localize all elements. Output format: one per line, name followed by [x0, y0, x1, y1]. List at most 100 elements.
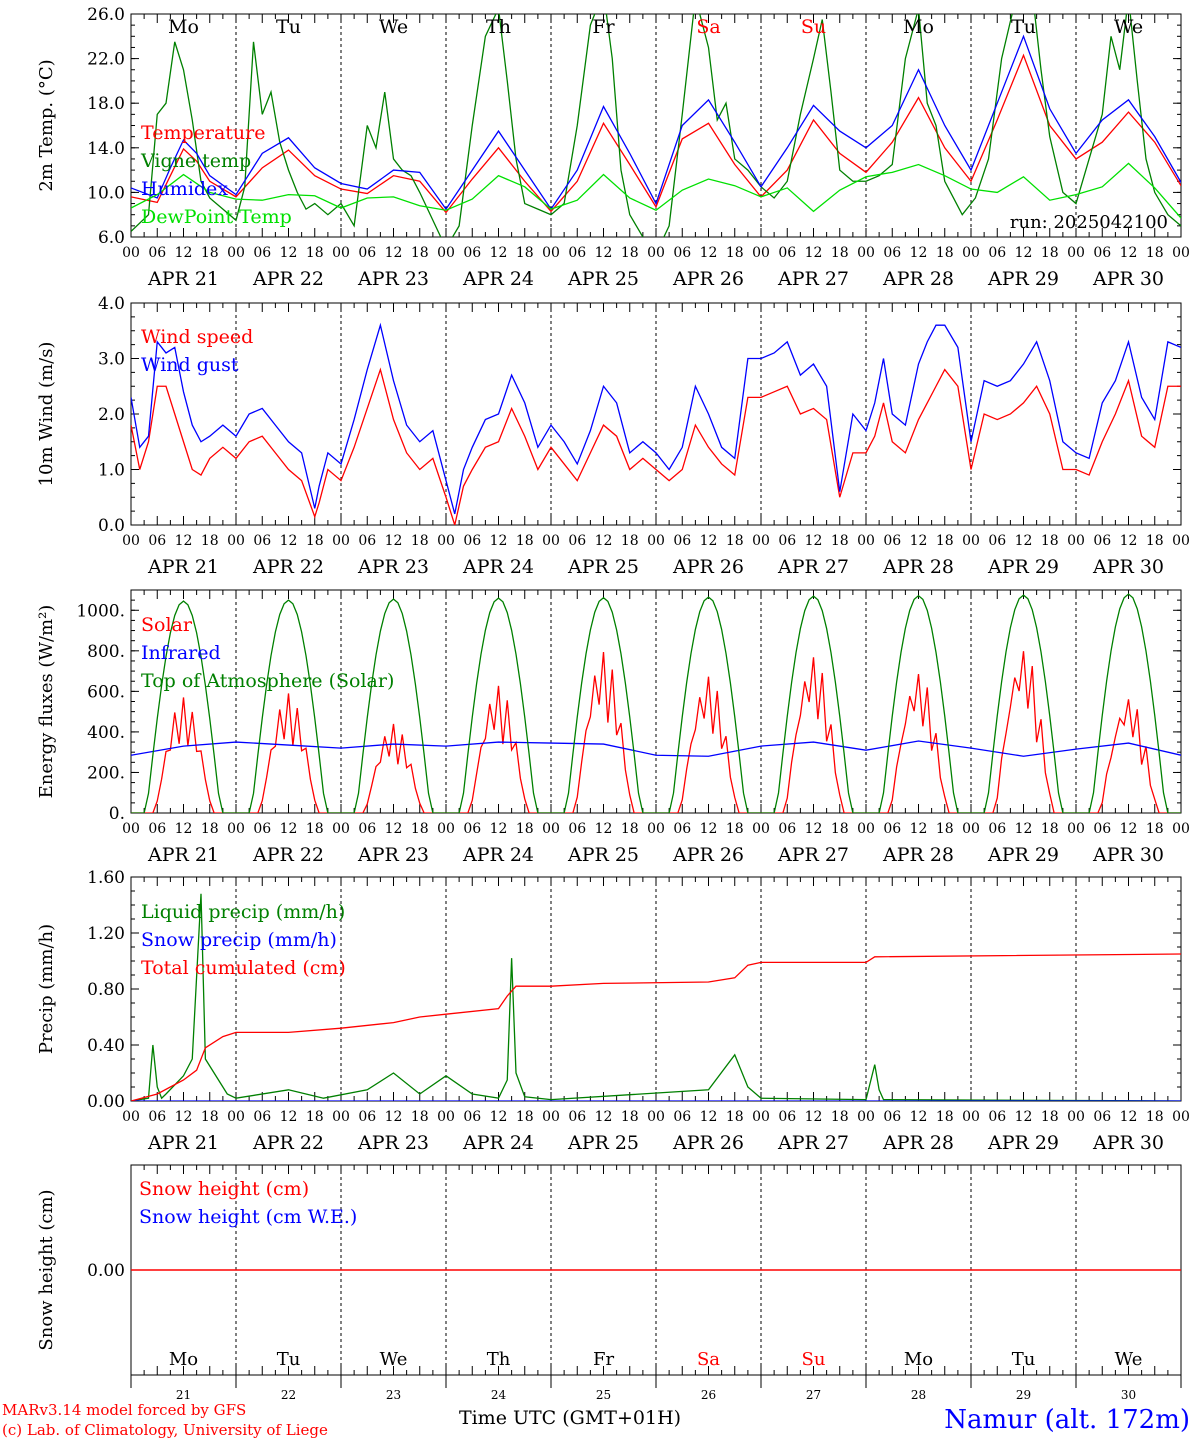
legend-entry: Vigne temp — [140, 150, 251, 172]
hour-tick-label: 18 — [831, 1109, 849, 1125]
hour-tick-label: 06 — [988, 533, 1006, 549]
date-label: APR 28 — [882, 268, 954, 290]
run-label: run: 2025042100 — [1010, 212, 1168, 233]
date-label: APR 25 — [567, 268, 639, 290]
date-label: APR 22 — [252, 268, 324, 290]
y-tick-label: 400. — [87, 723, 125, 743]
hour-tick-label: 06 — [463, 533, 481, 549]
series-line-vigne-temp — [131, 14, 1181, 237]
date-label: APR 23 — [357, 268, 429, 290]
hour-tick-label: 18 — [831, 245, 849, 261]
hour-tick-label: 12 — [490, 821, 508, 837]
legend-entry: Infrared — [141, 642, 221, 664]
bottom-day-number: 22 — [281, 1388, 296, 1402]
hour-tick-label: 00 — [542, 533, 560, 549]
hour-tick-label: 18 — [201, 533, 219, 549]
hour-tick-label: 12 — [490, 245, 508, 261]
hour-tick-label: 12 — [910, 533, 928, 549]
hour-tick-label: 18 — [1146, 821, 1164, 837]
hour-tick-label: 18 — [516, 821, 534, 837]
panel-1: 6.0 10.0 14.0 18.0 22.0 26.0 2m Temp. (°C) Temp… — [36, 5, 1190, 290]
hour-tick-label: 00 — [332, 533, 350, 549]
y-tick-label: 6.0 — [98, 228, 125, 248]
hour-tick-label: 00 — [122, 1109, 140, 1125]
hour-tick-label: 00 — [1067, 821, 1085, 837]
hour-tick-label: 12 — [385, 533, 403, 549]
date-label: APR 22 — [252, 1132, 324, 1154]
hour-tick-label: 06 — [1093, 533, 1111, 549]
hour-tick-label: 12 — [280, 533, 298, 549]
series-line-total-cumulated-cm- — [131, 953, 1181, 1101]
y-tick-label: 26.0 — [87, 5, 125, 25]
hour-tick-label: 00 — [857, 533, 875, 549]
hour-tick-label: 06 — [1093, 1109, 1111, 1125]
hour-tick-label: 00 — [332, 821, 350, 837]
hour-tick-label: 06 — [358, 245, 376, 261]
legend-entry: Wind gust — [141, 354, 239, 376]
hour-tick-label: 12 — [805, 245, 823, 261]
legend-entry: Total cumulated (cm) — [141, 957, 346, 979]
hour-tick-label: 06 — [988, 245, 1006, 261]
bottom-day-name: Tu — [1012, 1349, 1036, 1370]
day-name-label: Sa — [696, 16, 720, 38]
hour-tick-label: 00 — [122, 533, 140, 549]
date-label: APR 21 — [147, 1132, 219, 1154]
hour-tick-label: 00 — [542, 821, 560, 837]
hour-tick-label: 00 — [1172, 245, 1190, 261]
date-label: APR 21 — [147, 268, 219, 290]
hour-tick-label: 00 — [122, 821, 140, 837]
hour-tick-label: 12 — [385, 821, 403, 837]
y-axis-label: Snow height (cm) — [36, 1189, 57, 1350]
date-label: APR 30 — [1092, 268, 1164, 290]
bottom-day-number: 30 — [1121, 1388, 1136, 1402]
y-axis-label: 2m Temp. (°C) — [36, 59, 57, 191]
date-label: APR 21 — [147, 556, 219, 578]
hour-tick-label: 06 — [463, 1109, 481, 1125]
bottom-day-name: Fr — [593, 1349, 614, 1370]
y-tick-label: 2.0 — [98, 405, 125, 425]
legend-entry: Wind speed — [141, 326, 253, 348]
hour-tick-label: 06 — [463, 821, 481, 837]
hour-tick-label: 00 — [542, 245, 560, 261]
plot-area — [131, 593, 1181, 813]
series-line-top-of-atmosphere-solar- — [131, 593, 1181, 813]
y-tick-label: 0.80 — [87, 980, 125, 1000]
hour-tick-label: 00 — [752, 821, 770, 837]
hour-tick-label: 06 — [1093, 821, 1111, 837]
day-name-label: Tu — [276, 16, 301, 38]
y-tick-label: 14.0 — [87, 139, 125, 159]
date-label: APR 26 — [672, 556, 744, 578]
hour-tick-label: 18 — [411, 533, 429, 549]
legend-entry: Solar — [141, 614, 193, 636]
hour-tick-label: 12 — [805, 1109, 823, 1125]
hour-tick-label: 00 — [857, 1109, 875, 1125]
hour-tick-label: 18 — [1146, 533, 1164, 549]
hour-tick-label: 12 — [805, 533, 823, 549]
hour-tick-label: 18 — [936, 533, 954, 549]
date-label: APR 29 — [987, 556, 1059, 578]
bottom-day-number: 21 — [176, 1388, 191, 1402]
hour-tick-label: 00 — [962, 533, 980, 549]
hour-tick-label: 12 — [385, 1109, 403, 1125]
bottom-day-name: Mo — [169, 1349, 198, 1370]
hour-tick-label: 00 — [437, 821, 455, 837]
hour-tick-label: 12 — [700, 821, 718, 837]
date-label: APR 27 — [777, 268, 849, 290]
panel-5: 0.00 Snow height (cm) Snow height (cm) Snow… — [36, 1164, 1182, 1376]
date-label: APR 25 — [567, 1132, 639, 1154]
hour-tick-label: 18 — [1146, 245, 1164, 261]
legend-entry: Humidex — [141, 178, 228, 200]
hour-tick-label: 06 — [463, 245, 481, 261]
date-label: APR 29 — [987, 1132, 1059, 1154]
day-name-label: Mo — [903, 16, 934, 38]
hour-tick-label: 06 — [778, 245, 796, 261]
series-line-wind-gust — [131, 322, 1181, 515]
hour-tick-label: 06 — [358, 533, 376, 549]
hour-tick-label: 12 — [910, 1109, 928, 1125]
hour-tick-label: 18 — [621, 533, 639, 549]
series-line-humidex — [131, 34, 1181, 211]
hour-tick-label: 12 — [175, 821, 193, 837]
hour-tick-label: 00 — [962, 821, 980, 837]
hour-tick-label: 06 — [358, 1109, 376, 1125]
hour-tick-label: 18 — [621, 245, 639, 261]
